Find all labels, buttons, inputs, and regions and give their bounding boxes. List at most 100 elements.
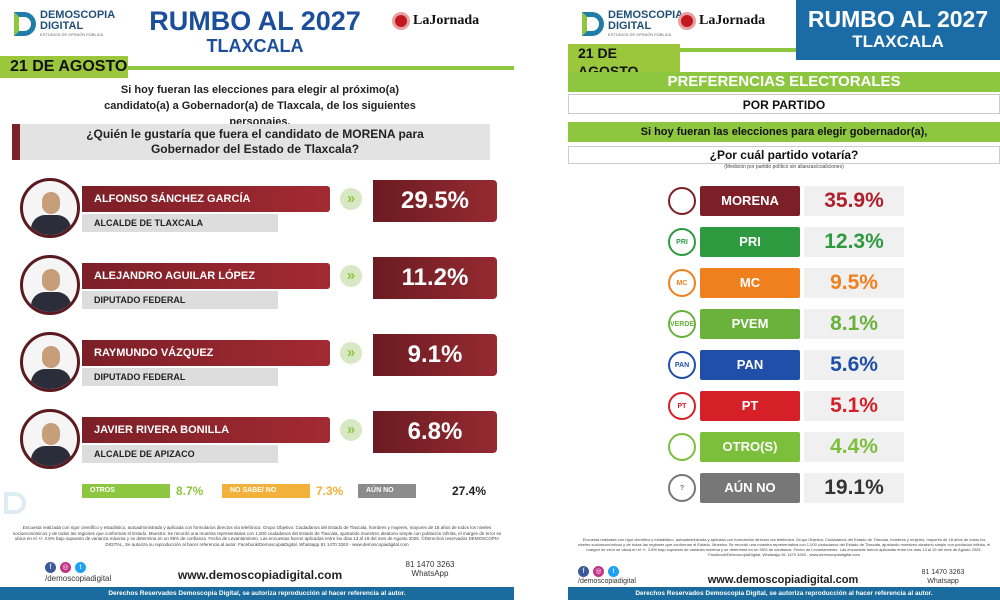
right-infographic: DEMOSCOPIA DIGITAL ESTUDIOS DE OPINIÓN P… bbox=[568, 0, 1000, 600]
website-link[interactable]: www.demoscopiadigital.com bbox=[177, 568, 343, 582]
party-logo-icon bbox=[668, 433, 696, 461]
candidate-body bbox=[31, 446, 71, 466]
others-value: 7.3% bbox=[316, 484, 344, 498]
facebook-icon[interactable]: f bbox=[578, 566, 589, 577]
brand-name-2: DIGITAL bbox=[40, 20, 84, 32]
party-percent: 8.1% bbox=[804, 309, 904, 339]
brand-logo: DEMOSCOPIA DIGITAL ESTUDIOS DE OPINIÓN P… bbox=[582, 10, 683, 37]
candidate-role: DIPUTADO FEDERAL bbox=[82, 291, 278, 309]
chevron-right-icon: » bbox=[340, 342, 362, 364]
instagram-icon[interactable]: ◎ bbox=[593, 566, 604, 577]
left-infographic: DEMOSCOPIA DIGITAL ESTUDIOS DE OPINIÓN P… bbox=[0, 6, 514, 600]
brand-name-2: DIGITAL bbox=[608, 20, 652, 32]
watermark-logo bbox=[4, 492, 29, 514]
candidate-head bbox=[42, 269, 60, 291]
lajornada-logo: LaJornada bbox=[678, 12, 765, 30]
candidate-percent: 6.8% bbox=[373, 411, 497, 453]
party-percent: 9.5% bbox=[804, 268, 904, 298]
candidate-photo bbox=[20, 255, 80, 315]
others-value: 27.4% bbox=[452, 484, 487, 498]
party-label: OTRO(S) bbox=[700, 432, 800, 462]
question-note: (Medición por partido político sin alian… bbox=[724, 164, 844, 170]
party-logo-icon: PRI bbox=[668, 228, 696, 256]
title-block: RUMBO AL 2027 TLAXCALA bbox=[796, 0, 1000, 60]
website-link[interactable]: www.demoscopiadigital.com bbox=[707, 574, 859, 586]
candidate-photo bbox=[20, 178, 80, 238]
whatsapp-info: 81 1470 3263 WhatsApp bbox=[380, 560, 480, 578]
lajornada-name: LaJornada bbox=[413, 13, 480, 28]
others-label: NO SABE/ NO CONTESTÓ bbox=[222, 484, 310, 508]
subsection-header: POR PARTIDO bbox=[568, 94, 1000, 114]
candidate-body bbox=[31, 292, 71, 312]
header-stripe bbox=[0, 66, 514, 70]
question-box: ¿Quién le gustaría que fuera el candidat… bbox=[12, 124, 490, 160]
others-value: 8.7% bbox=[176, 484, 204, 498]
page-title: RUMBO AL 2027 bbox=[149, 6, 361, 36]
party-percent: 12.3% bbox=[804, 227, 904, 257]
party-label: PRI bbox=[700, 227, 800, 257]
brand-logo: DEMOSCOPIA DIGITAL ESTUDIOS DE OPINIÓN P… bbox=[14, 10, 115, 37]
candidate-role: DIPUTADO FEDERAL bbox=[82, 368, 278, 386]
party-percent: 19.1% bbox=[804, 473, 904, 503]
whatsapp-number: 81 1470 3263 bbox=[405, 560, 455, 569]
party-logo-icon: PAN bbox=[668, 351, 696, 379]
social-handle: /demoscopiadigital bbox=[578, 578, 636, 585]
party-label: PT bbox=[700, 391, 800, 421]
lajornada-logo: LaJornada bbox=[392, 12, 479, 30]
demoscopia-d-icon bbox=[14, 11, 36, 36]
footer-bar: Derechos Reservados Demoscopia Digital, … bbox=[568, 587, 1000, 600]
twitter-icon[interactable]: t bbox=[608, 566, 619, 577]
candidate-body bbox=[31, 369, 71, 389]
party-logo-icon bbox=[668, 187, 696, 215]
methodology-text: Encuesta realizada con rigor científico … bbox=[577, 537, 991, 557]
brand-name: DEMOSCOPIA bbox=[40, 9, 116, 21]
candidate-name: ALEJANDRO AGUILAR LÓPEZ bbox=[82, 263, 330, 289]
candidate-head bbox=[42, 423, 60, 445]
chevron-right-icon: » bbox=[340, 265, 362, 287]
whatsapp-label: WhatsApp bbox=[411, 569, 449, 578]
brand-name: DEMOSCOPIA bbox=[608, 9, 684, 21]
party-percent: 5.6% bbox=[804, 350, 904, 380]
party-label: MC bbox=[700, 268, 800, 298]
lajornada-name: LaJornada bbox=[699, 13, 766, 28]
others-label: AÚN NO DECIDE bbox=[358, 484, 416, 508]
whatsapp-label: Whatsapp bbox=[927, 578, 959, 585]
candidate-name: JAVIER RIVERA BONILLA bbox=[82, 417, 330, 443]
party-label: MORENA bbox=[700, 186, 800, 216]
candidate-name: RAYMUNDO VÁZQUEZ bbox=[82, 340, 330, 366]
twitter-icon[interactable]: t bbox=[75, 562, 86, 573]
party-label: PVEM bbox=[700, 309, 800, 339]
candidate-role: ALCALDE DE TLAXCALA bbox=[82, 214, 278, 232]
party-label: AÚN NO DECIDE bbox=[700, 473, 800, 525]
chevron-right-icon: » bbox=[340, 188, 362, 210]
candidate-name: ALFONSO SÁNCHEZ GARCÍA bbox=[82, 186, 330, 212]
methodology-text: Encuesta realizada con rigor científico … bbox=[12, 525, 502, 547]
candidate-role: ALCALDE DE APIZACO bbox=[82, 445, 278, 463]
candidate-head bbox=[42, 346, 60, 368]
footer-bar: Derechos Reservados Demoscopia Digital, … bbox=[0, 587, 514, 600]
demoscopia-d-icon bbox=[582, 11, 604, 36]
candidate-photo bbox=[20, 332, 80, 392]
question-text: ¿Quién le gustaría que fuera el candidat… bbox=[86, 127, 424, 156]
page-subtitle: TLAXCALA bbox=[206, 36, 304, 56]
lajornada-circle-icon bbox=[392, 12, 410, 30]
party-label: PAN bbox=[700, 350, 800, 380]
whatsapp-info: 81 1470 3263 Whatsapp bbox=[898, 568, 988, 586]
party-logo-icon: MC bbox=[668, 269, 696, 297]
facebook-icon[interactable]: f bbox=[45, 562, 56, 573]
section-header: PREFERENCIAS ELECTORALES bbox=[568, 72, 1000, 92]
candidate-percent: 9.1% bbox=[373, 334, 497, 376]
candidate-head bbox=[42, 192, 60, 214]
date-badge: 21 DE AGOSTO bbox=[0, 56, 128, 78]
lajornada-circle-icon bbox=[678, 12, 696, 30]
instagram-icon[interactable]: ◎ bbox=[60, 562, 71, 573]
party-percent: 4.4% bbox=[804, 432, 904, 462]
page-title: RUMBO AL 2027 bbox=[807, 6, 989, 32]
party-logo-icon: VERDE bbox=[668, 310, 696, 338]
header-stripe bbox=[568, 48, 796, 52]
party-logo-icon: PT bbox=[668, 392, 696, 420]
page-subtitle: TLAXCALA bbox=[852, 32, 944, 51]
chevron-right-icon: » bbox=[340, 419, 362, 441]
intro-text: Si hoy fueran las elecciones para elegir… bbox=[568, 122, 1000, 142]
social-links: f ◎ t bbox=[578, 566, 619, 577]
